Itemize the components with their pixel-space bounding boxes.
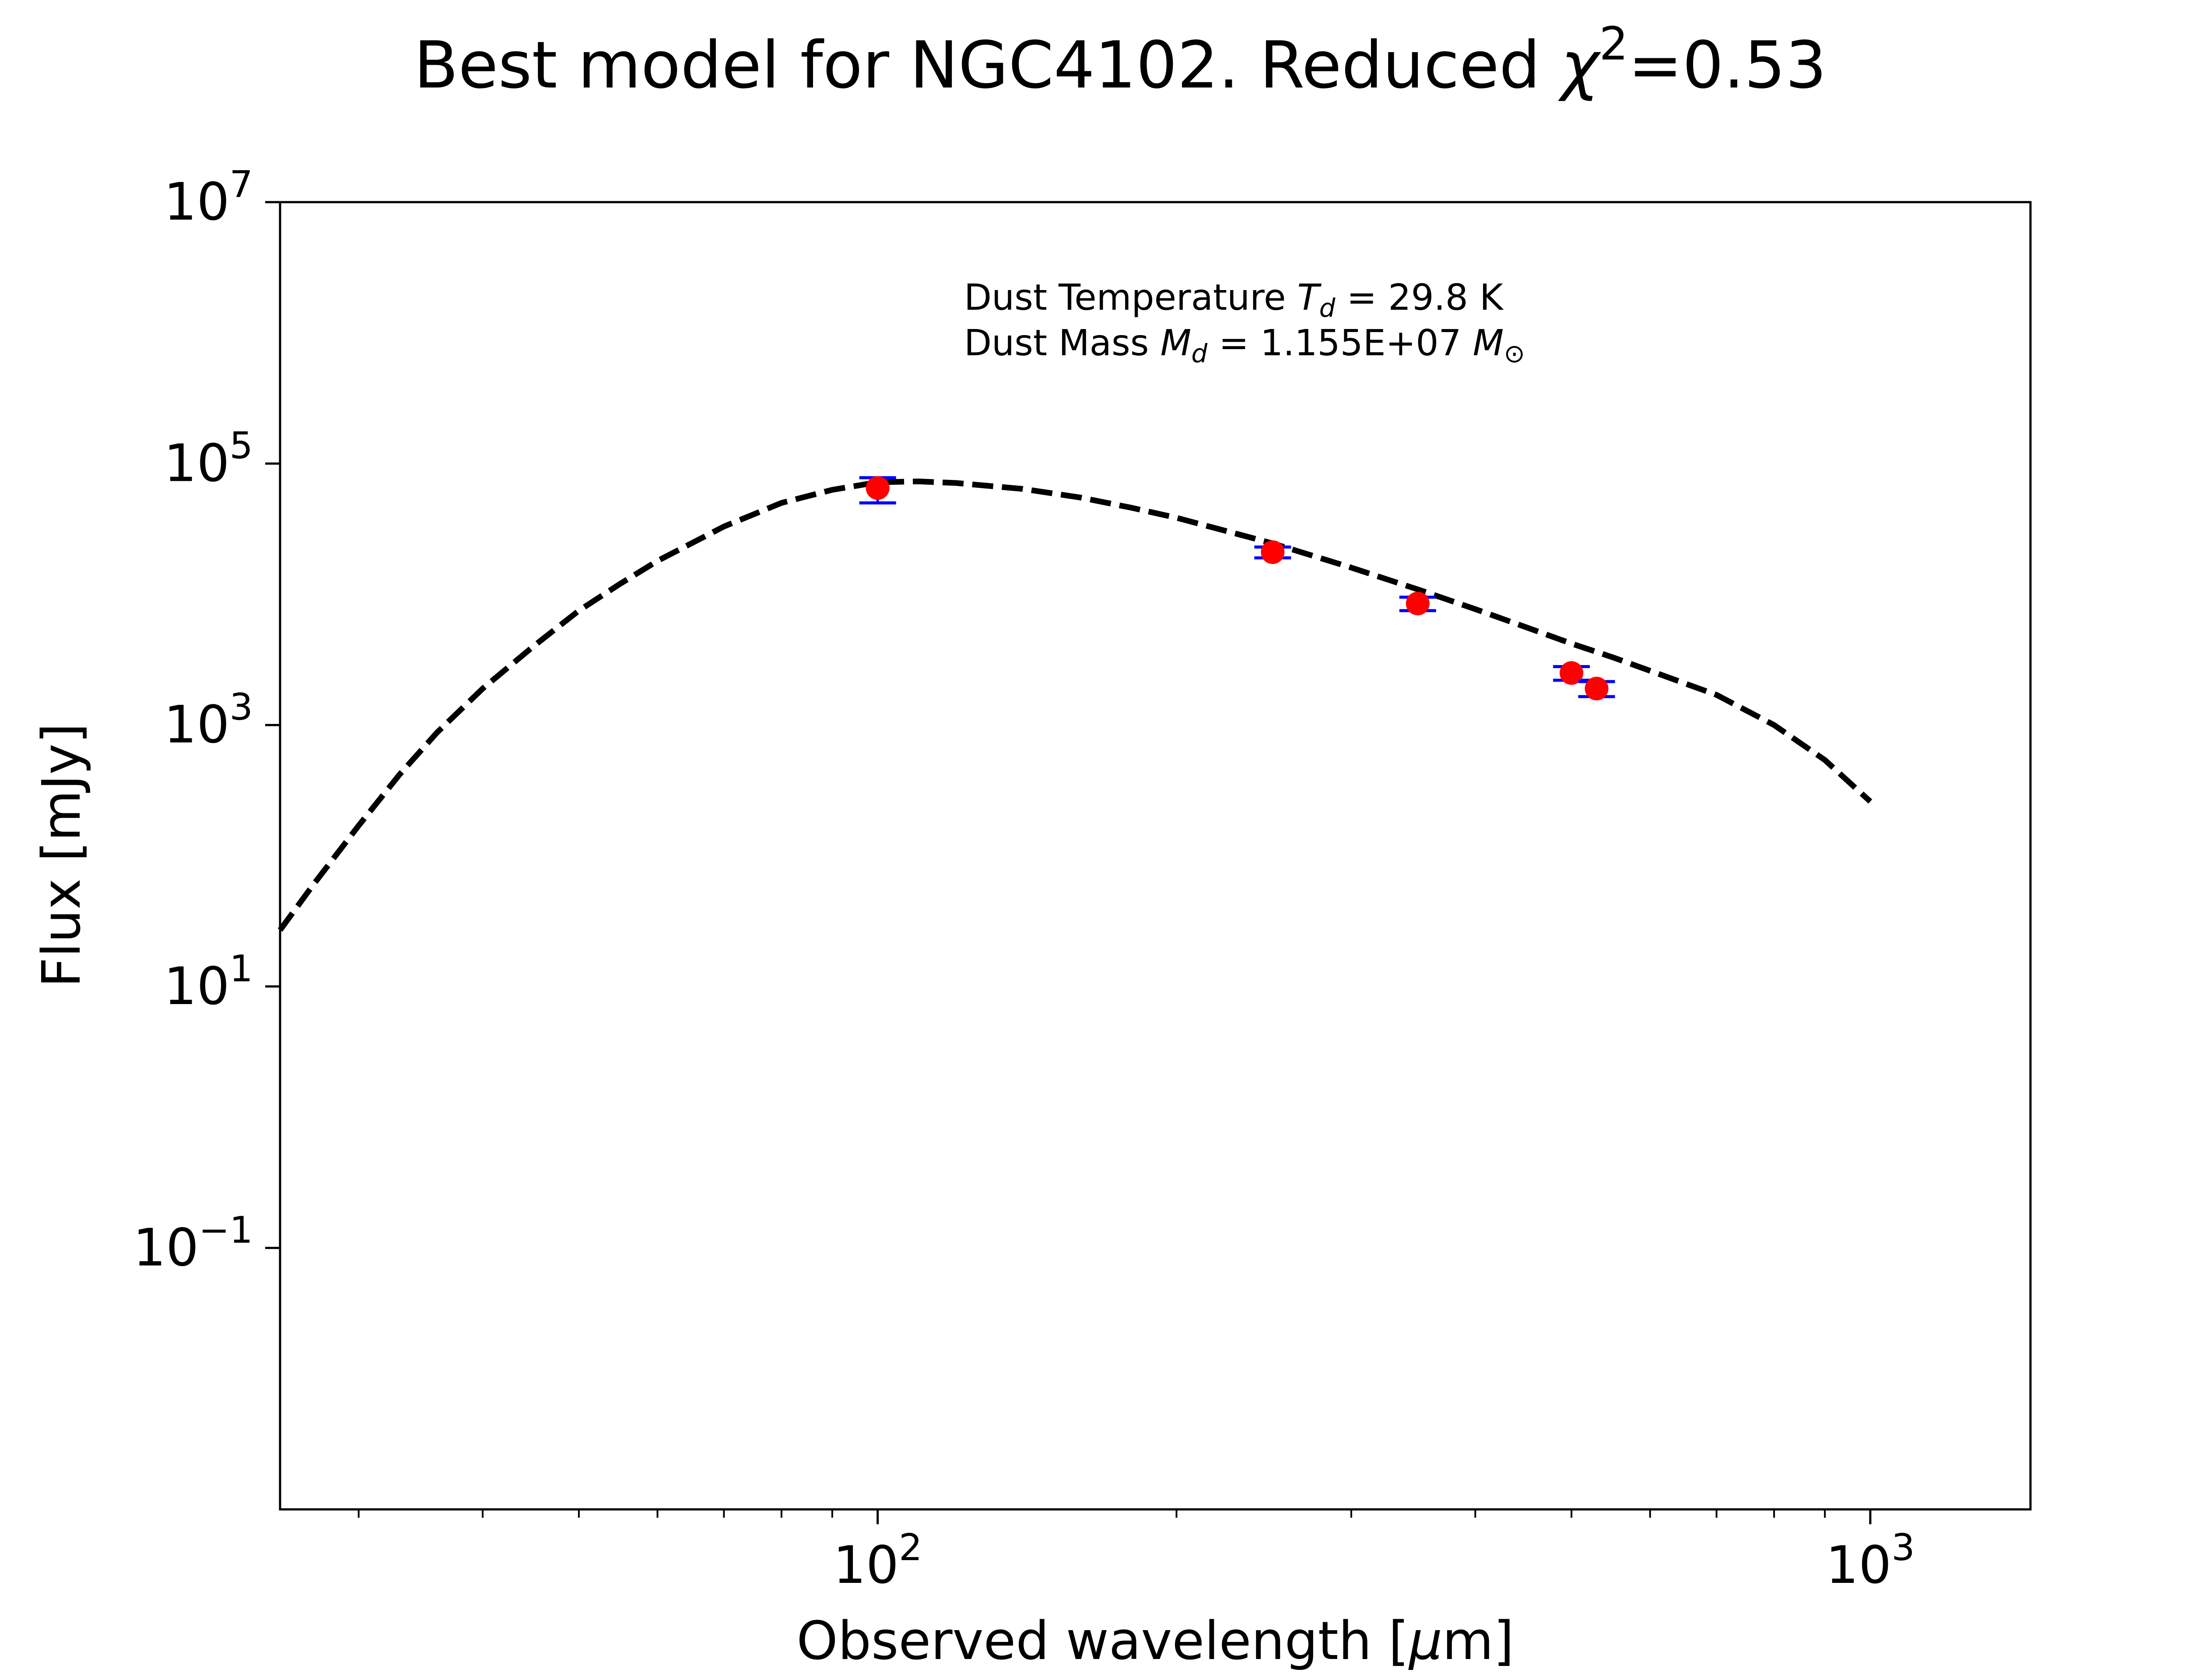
model-curve-group [277,478,1872,932]
y-tick-label: 101 [164,947,253,1016]
y-tick-label: 103 [164,686,253,755]
data-point [1560,661,1584,685]
x-tick-label: 102 [833,1526,922,1595]
model-curve [277,478,1872,932]
data-point [1406,592,1430,616]
plot-area-frame [279,201,2032,1511]
dust-temperature-annotation: Dust Temperature Td = 29.8 K [964,277,1504,323]
x-axis-label: Observed wavelength [μm] [796,1611,1514,1672]
data-point [866,476,890,500]
data-point [1585,676,1609,700]
y-axis-label: Flux [mJy] [32,723,92,988]
y-tick-label: 10−1 [133,1208,253,1278]
x-tick-label: 103 [1826,1526,1915,1595]
data-point [1261,540,1285,564]
chart-title: Best model for NGC4102. Reduced χ2=0.53 [414,17,1827,103]
y-tick-label: 107 [164,163,253,232]
data-points-group [859,476,1615,700]
y-tick-label: 105 [164,424,253,494]
dust-mass-annotation: Dust Mass Md = 1.155E+07 M⊙ [964,322,1525,368]
axis-ticks: 102 103 10−1 101 103 105 107 [133,163,1915,1595]
